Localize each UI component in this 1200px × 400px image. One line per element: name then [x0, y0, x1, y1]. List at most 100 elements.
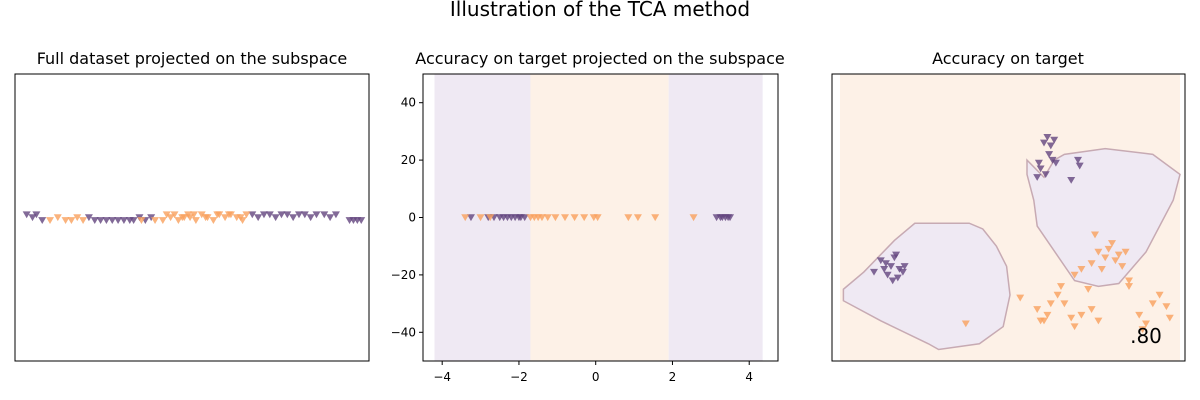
panel-full-dataset: Full dataset projected on the subspace — [14, 49, 370, 362]
data-point-class-b — [1135, 311, 1144, 319]
data-point-class-b — [1121, 248, 1130, 256]
data-point-class-a — [312, 211, 321, 219]
data-point-class-a — [265, 211, 274, 219]
data-point-class-b — [633, 214, 642, 222]
data-point-class-b — [1138, 326, 1147, 334]
data-point-class-b — [1067, 314, 1076, 322]
data-point-class-b — [1087, 260, 1096, 268]
data-point-class-b — [151, 217, 160, 224]
data-point-class-b — [1016, 294, 1025, 302]
data-point-class-a — [1050, 136, 1059, 144]
data-point-class-a — [1034, 159, 1043, 167]
data-point-class-b — [961, 320, 970, 328]
data-point-class-b — [1057, 283, 1065, 290]
x-tick-label: −2 — [510, 370, 528, 384]
data-point-class-a — [283, 211, 292, 219]
decision-region-class-a — [842, 222, 1011, 351]
data-point-class-a — [1045, 151, 1054, 158]
data-point-class-b — [1118, 263, 1127, 270]
data-point-class-a — [357, 217, 366, 224]
data-point-class-b — [1162, 303, 1171, 311]
data-point-class-a — [893, 274, 902, 282]
x-tick-label: −4 — [433, 370, 451, 384]
data-point-class-a — [38, 217, 47, 224]
data-point-class-a — [289, 214, 298, 222]
x-tick-label: 4 — [745, 370, 753, 384]
panel-3-decision-regions — [842, 147, 1181, 351]
panel-3-frame — [831, 73, 1186, 362]
data-point-class-b — [67, 217, 76, 224]
data-point-class-b — [197, 211, 206, 219]
data-point-class-a — [1043, 133, 1052, 141]
data-point-class-b — [1094, 317, 1103, 325]
data-point-class-a — [119, 217, 128, 224]
data-point-class-b — [570, 214, 579, 222]
data-point-class-a — [84, 214, 93, 222]
data-point-class-b — [476, 214, 485, 222]
data-point-class-b — [73, 214, 82, 222]
data-point-class-b — [461, 214, 470, 222]
data-point-class-b — [61, 217, 70, 224]
data-point-class-a — [326, 214, 335, 222]
data-point-class-a — [114, 217, 123, 224]
data-point-class-b — [1125, 277, 1133, 285]
data-point-class-b — [1060, 300, 1069, 308]
data-point-class-a — [1067, 176, 1076, 184]
data-point-class-a — [888, 277, 897, 285]
data-point-class-a — [294, 211, 303, 219]
data-point-class-a — [300, 211, 309, 219]
data-point-class-b — [1097, 265, 1106, 273]
data-point-class-a — [320, 211, 329, 219]
data-point-class-b — [561, 214, 569, 222]
data-point-class-b — [1087, 306, 1096, 313]
data-point-class-a — [466, 214, 475, 222]
data-point-class-b — [1070, 271, 1079, 279]
data-point-class-b — [1114, 251, 1123, 259]
data-point-class-b — [178, 214, 187, 222]
data-point-class-a — [876, 257, 885, 265]
data-point-class-b — [537, 214, 546, 222]
data-point-class-a — [271, 214, 280, 222]
panel-accuracy-target: Accuracy on target .80 — [831, 49, 1186, 362]
data-point-class-b — [1033, 306, 1042, 313]
y-tick-label: 0 — [408, 211, 416, 225]
data-point-class-b — [543, 214, 552, 222]
panel-1-title: Full dataset projected on the subspace — [37, 49, 348, 68]
data-point-class-a — [32, 211, 41, 219]
y-tick-label: −20 — [391, 268, 416, 282]
data-point-class-b — [184, 211, 193, 219]
data-point-class-b — [1165, 314, 1174, 322]
panel-2-decision-regions — [434, 74, 763, 361]
data-point-class-a — [147, 214, 156, 222]
data-point-class-b — [158, 217, 167, 224]
data-point-class-a — [880, 265, 889, 273]
data-point-class-b — [551, 214, 560, 222]
decision-region-class-a — [1026, 147, 1181, 288]
data-point-class-a — [881, 260, 890, 268]
data-point-class-a — [108, 217, 117, 224]
data-point-class-b — [486, 214, 495, 222]
data-point-class-b — [1091, 231, 1099, 239]
data-point-class-a — [96, 217, 105, 224]
y-tick-label: 40 — [401, 96, 416, 110]
panel-1-marks — [22, 211, 366, 224]
data-point-class-b — [1046, 300, 1055, 308]
panel-accuracy-subspace: Accuracy on target projected on the subs… — [391, 49, 785, 384]
data-point-class-b — [689, 214, 698, 222]
data-point-class-a — [726, 214, 735, 222]
data-point-class-b — [174, 217, 183, 224]
data-point-class-b — [1077, 311, 1086, 319]
data-point-class-a — [1033, 174, 1042, 181]
data-point-class-a — [900, 263, 909, 270]
data-point-class-b — [1053, 291, 1062, 299]
panel-2-x-axis: −4 −2 0 2 4 — [433, 361, 753, 384]
data-point-class-b — [242, 211, 251, 219]
data-point-class-b — [1084, 286, 1093, 293]
data-point-class-a — [1040, 139, 1048, 147]
x-tick-label: 0 — [592, 370, 600, 384]
data-point-class-b — [170, 211, 179, 219]
data-point-class-b — [224, 211, 233, 219]
data-point-class-b — [1111, 257, 1120, 265]
panel-3-title: Accuracy on target — [932, 49, 1084, 68]
